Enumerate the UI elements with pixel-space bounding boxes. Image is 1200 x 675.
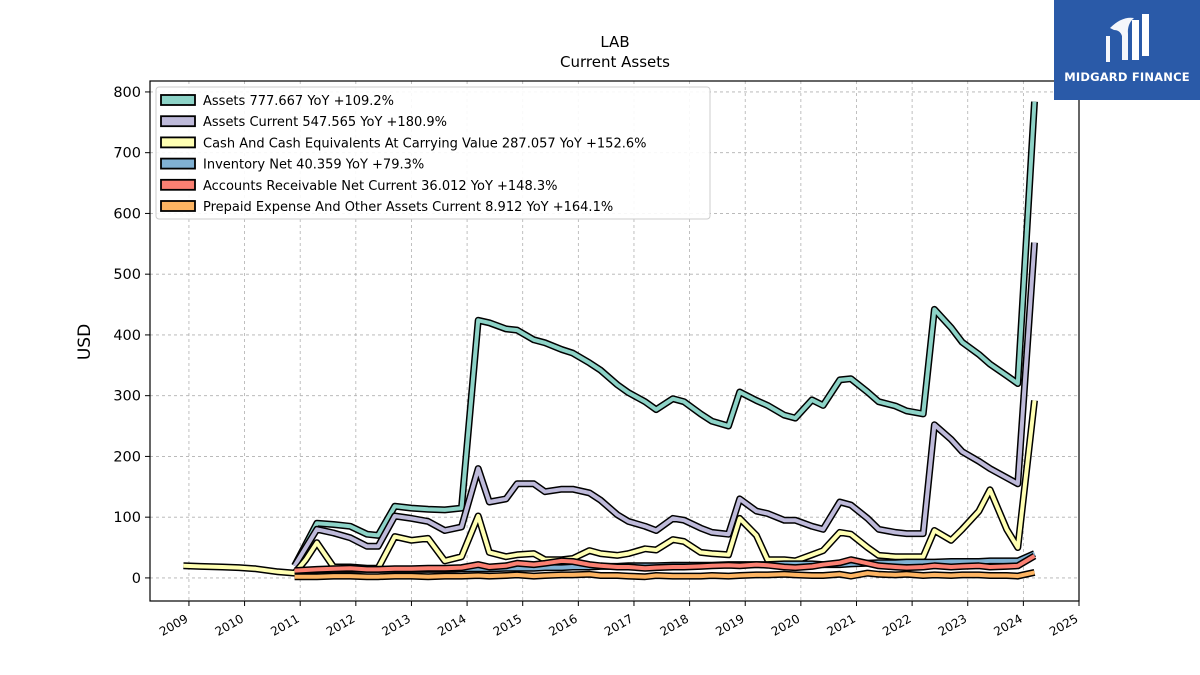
legend-entry: Prepaid Expense And Other Assets Current… [160,200,613,215]
x-tick-label: 2025 [1047,611,1080,638]
legend-swatch [160,136,196,149]
x-tick-label: 2024 [991,611,1024,638]
brand-name: MIDGARD FINANCE [1064,70,1190,84]
legend: Assets 777.667 YoY +109.2% Assets Current… [155,86,711,220]
y-tick-label: 100 [113,510,141,526]
midgard-logo-icon [1106,14,1149,62]
legend-entry: Assets 777.667 YoY +109.2% [160,94,394,109]
x-tick-label: 2013 [380,611,413,638]
legend-swatch [160,115,196,128]
series-0 [291,101,1038,568]
legend-label: Accounts Receivable Net Current 36.012 Y… [203,179,558,194]
y-tick-label: 500 [113,267,141,283]
legend-box [155,86,711,220]
legend-label: Cash And Cash Equivalents At Carrying Va… [203,136,646,151]
legend-entry: Accounts Receivable Net Current 36.012 Y… [160,178,558,194]
series-1 [291,242,1038,568]
legend-entry: Cash And Cash Equivalents At Carrying Va… [160,136,646,151]
chart-subtitle: Current Assets [560,53,670,71]
legend-entry: Assets Current 547.565 YoY +180.9% [160,115,447,130]
legend-swatch [160,157,196,170]
legend-label: Assets Current 547.565 YoY +180.9% [203,115,447,130]
y-tick-label: 300 [113,389,141,405]
y-tick-label: 0 [132,571,141,587]
brand-logo: MIDGARD FINANCE [1054,0,1200,100]
x-tick-label: 2015 [491,611,524,638]
x-tick-label: 2010 [213,611,246,638]
x-tick-label: 2022 [880,611,913,638]
series-line [292,101,1037,567]
series-4 [294,552,1037,575]
x-tick-label: 2019 [713,611,746,638]
legend-swatch [160,94,196,106]
series-outline [183,400,1038,577]
series-2 [183,400,1038,577]
legend-label: Inventory Net 40.359 YoY +79.3% [203,158,424,173]
y-tick-label: 600 [113,206,141,222]
series-line [294,554,1036,573]
legend-swatch [160,178,196,191]
x-tick-label: 2020 [769,611,802,638]
x-tick-label: 2016 [546,611,579,638]
legend-entry: Inventory Net 40.359 YoY +79.3% [160,157,424,173]
x-tick-label: 2021 [825,611,858,638]
y-tick-label: 400 [113,328,141,344]
x-tick-label: 2023 [936,611,969,638]
legend-label: Prepaid Expense And Other Assets Current… [203,200,613,215]
y-axis-label: USD [75,324,95,360]
series-line [294,570,1035,579]
chart-title: LAB [600,33,629,51]
y-tick-label: 800 [113,85,141,101]
x-tick-label: 2009 [157,611,190,638]
series-5 [294,568,1036,581]
x-tick-label: 2018 [658,611,691,638]
y-tick-label: 700 [113,146,141,162]
legend-label: Assets 777.667 YoY +109.2% [203,94,394,109]
x-tick-label: 2011 [268,611,301,638]
x-tick-label: 2014 [435,611,468,638]
y-tick-label: 200 [113,449,141,465]
plot-frame [149,80,1080,602]
x-tick-label: 2017 [602,611,635,638]
series-line [292,242,1037,567]
x-tick-label: 2012 [324,611,357,638]
series-lines [183,101,1038,581]
legend-swatch [160,200,196,212]
